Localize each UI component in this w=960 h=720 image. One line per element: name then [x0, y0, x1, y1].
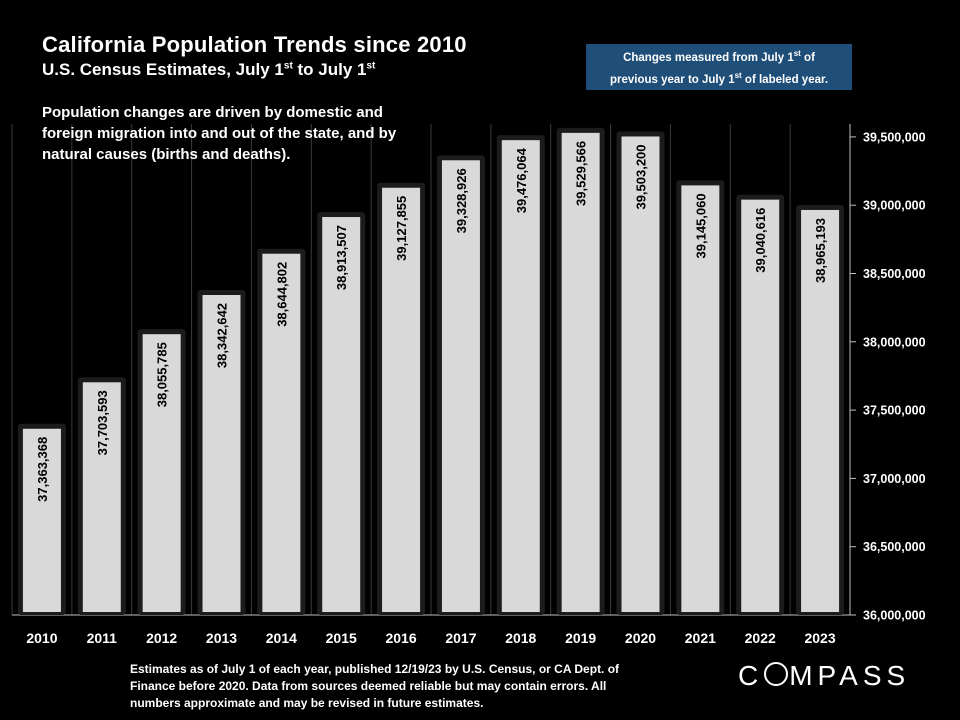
bar-2017	[441, 160, 480, 612]
x-tick-label: 2012	[146, 630, 177, 646]
x-tick-label: 2022	[745, 630, 776, 646]
x-tick-label: 2015	[326, 630, 357, 646]
y-tick-label: 36,000,000	[863, 609, 926, 623]
bar-value-label: 38,644,802	[274, 262, 289, 327]
bar-2011	[82, 382, 121, 612]
logo-o-ring	[764, 662, 789, 686]
y-tick-label: 39,500,000	[863, 130, 926, 144]
bar-2012	[142, 334, 181, 612]
bar-2022	[741, 199, 780, 612]
bar-2020	[621, 136, 660, 612]
bar-value-label: 38,342,642	[215, 303, 230, 368]
bar-value-label: 39,503,200	[634, 144, 649, 209]
x-tick-label: 2018	[505, 630, 536, 646]
x-tick-label: 2017	[445, 630, 476, 646]
bar-value-label: 39,529,566	[574, 141, 589, 206]
bar-value-label: 37,363,368	[35, 437, 50, 502]
x-tick-label: 2010	[26, 630, 57, 646]
bar-2015	[322, 217, 361, 612]
chart-subtitle: U.S. Census Estimates, July 1st to July …	[42, 60, 376, 79]
x-tick-label: 2023	[804, 630, 835, 646]
bar-value-label: 39,040,616	[753, 208, 768, 273]
x-tick-label: 2014	[266, 630, 297, 646]
y-tick-label: 39,000,000	[863, 199, 926, 213]
bar-value-label: 39,145,060	[693, 193, 708, 258]
bar-2014	[262, 253, 301, 613]
y-tick-label: 38,500,000	[863, 267, 926, 281]
measurement-note: Changes measured from July 1st of previo…	[586, 44, 852, 90]
x-tick-label: 2020	[625, 630, 656, 646]
x-tick-label: 2013	[206, 630, 237, 646]
bar-value-label: 37,703,593	[95, 390, 110, 455]
bar-2010	[22, 428, 61, 612]
bar-2019	[561, 132, 600, 613]
bar-2016	[382, 187, 421, 613]
x-tick-label: 2019	[565, 630, 596, 646]
footnote: Estimates as of July 1 of each year, pub…	[130, 662, 620, 710]
description-text: Population changes are driven by domesti…	[42, 104, 397, 163]
bar-value-label: 39,127,855	[394, 196, 409, 261]
compass-logo: C MPASS	[738, 660, 911, 691]
y-tick-label: 38,000,000	[863, 335, 926, 349]
bar-2023	[801, 209, 840, 612]
x-tick-label: 2016	[385, 630, 416, 646]
bar-value-label: 39,476,064	[514, 147, 529, 213]
bar-value-label: 39,328,926	[454, 168, 469, 233]
y-tick-label: 37,000,000	[863, 472, 926, 486]
bar-value-label: 38,965,193	[813, 218, 828, 283]
bar-2013	[202, 294, 241, 612]
bar-2021	[681, 185, 720, 612]
bar-2018	[501, 140, 540, 612]
bar-value-label: 38,913,507	[334, 225, 349, 290]
y-tick-label: 37,500,000	[863, 404, 926, 418]
y-tick-label: 36,500,000	[863, 540, 926, 554]
chart-title: California Population Trends since 2010	[42, 32, 467, 57]
x-tick-label: 2021	[685, 630, 716, 646]
bar-value-label: 38,055,785	[155, 342, 170, 407]
x-tick-label: 2011	[87, 630, 118, 646]
